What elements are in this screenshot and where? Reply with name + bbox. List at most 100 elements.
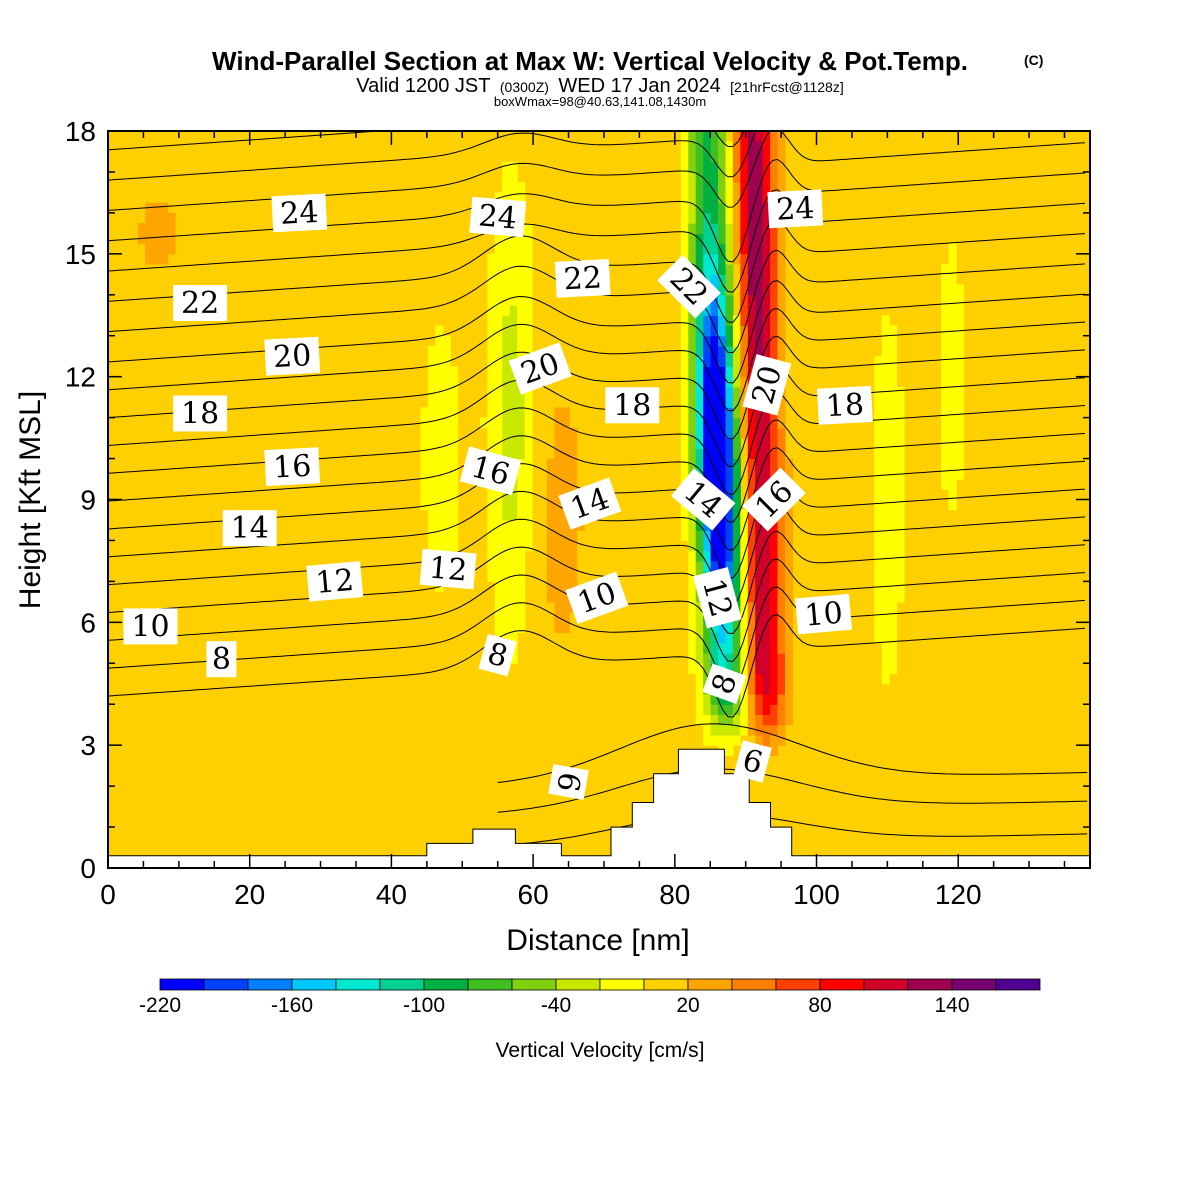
field-cell (762, 182, 771, 193)
field-cell (703, 407, 712, 419)
field-cell (762, 202, 771, 214)
field-cell (770, 233, 779, 245)
field-cell (777, 233, 786, 245)
field-cell (703, 141, 712, 152)
field-cell (695, 550, 704, 562)
field-cell (494, 417, 503, 429)
field-cell (956, 294, 965, 306)
field-cell (509, 581, 518, 593)
field-cell (487, 346, 496, 357)
field-cell (732, 622, 741, 634)
field-cell (762, 673, 771, 685)
field-cell (688, 417, 697, 429)
field-cell (777, 632, 786, 644)
field-cell (450, 376, 459, 388)
field-cell (740, 212, 749, 224)
field-cell (881, 591, 890, 603)
field-cell (710, 479, 719, 490)
field-cell (710, 448, 719, 460)
field-cell (554, 520, 563, 531)
field-cell (747, 642, 756, 654)
field-cell (770, 581, 779, 593)
field-cell (747, 540, 756, 552)
field-cell (725, 468, 734, 480)
field-cell (695, 427, 704, 439)
y-tick-label: 0 (80, 853, 96, 884)
field-cell (546, 458, 555, 470)
field-cell (494, 397, 503, 408)
field-cell (435, 438, 444, 449)
field-cell (517, 601, 526, 613)
box-wmax-info: boxWmax=98@40.63,141.08,1430m (494, 94, 706, 109)
field-cell (487, 335, 496, 347)
field-cell (710, 458, 719, 470)
field-cell (770, 305, 779, 316)
field-cell (740, 192, 749, 204)
field-cell (740, 284, 749, 296)
field-cell (718, 540, 726, 552)
field-cell (703, 540, 712, 552)
field-cell (889, 571, 898, 582)
field-cell (874, 632, 883, 644)
theta-contour-line (108, 363, 1086, 468)
field-cell (517, 468, 526, 480)
field-cell (435, 407, 444, 419)
field-cell (874, 591, 883, 603)
field-cell (502, 386, 511, 398)
label-text: 24 (775, 191, 815, 228)
field-cell (718, 253, 726, 265)
field-cell (732, 356, 741, 367)
field-cell (718, 305, 726, 316)
field-cell (874, 376, 883, 388)
field-cell (785, 581, 793, 593)
theta-contour-line (497, 813, 1088, 847)
field-cell (718, 642, 726, 654)
field-cell (435, 376, 444, 388)
field-cell (762, 714, 771, 726)
field-cell (755, 202, 764, 214)
field-cell (509, 612, 518, 623)
field-cell (747, 632, 756, 644)
field-cell (442, 530, 451, 541)
field-cell (777, 663, 786, 675)
field-cell (487, 550, 496, 562)
field-cell (703, 192, 712, 204)
field-cell (770, 632, 779, 644)
field-cell (561, 560, 570, 572)
field-cell (762, 468, 771, 480)
field-cell (762, 642, 771, 654)
field-cell (755, 724, 764, 736)
field-cell (747, 591, 756, 603)
field-cell (889, 366, 898, 378)
field-cell (725, 734, 734, 746)
field-cell (948, 284, 957, 296)
field-cell (785, 694, 793, 705)
field-cell (874, 571, 883, 582)
field-cell (732, 704, 741, 715)
field-cell (680, 530, 689, 541)
field-cell (948, 376, 957, 388)
field-cell (881, 642, 890, 654)
field-cell (755, 407, 764, 419)
field-cell (747, 683, 756, 695)
field-cell (710, 161, 719, 173)
field-cell (494, 427, 503, 439)
field-cell (509, 489, 518, 501)
field-cell (509, 499, 518, 511)
field-cell (777, 407, 786, 419)
field-cell (509, 171, 518, 183)
field-cell (703, 233, 712, 245)
field-cell (703, 376, 712, 388)
field-cell (450, 417, 459, 429)
y-tick-label: 6 (80, 607, 96, 638)
field-cell (688, 253, 697, 265)
field-cell (546, 560, 555, 572)
field-cell (487, 264, 496, 275)
field-cell (517, 448, 526, 460)
field-cell (427, 530, 436, 541)
field-cell (688, 171, 697, 183)
field-cell (517, 346, 526, 357)
field-cell (509, 417, 518, 429)
theta-contour-line (497, 768, 1088, 813)
field-cell (740, 274, 749, 286)
